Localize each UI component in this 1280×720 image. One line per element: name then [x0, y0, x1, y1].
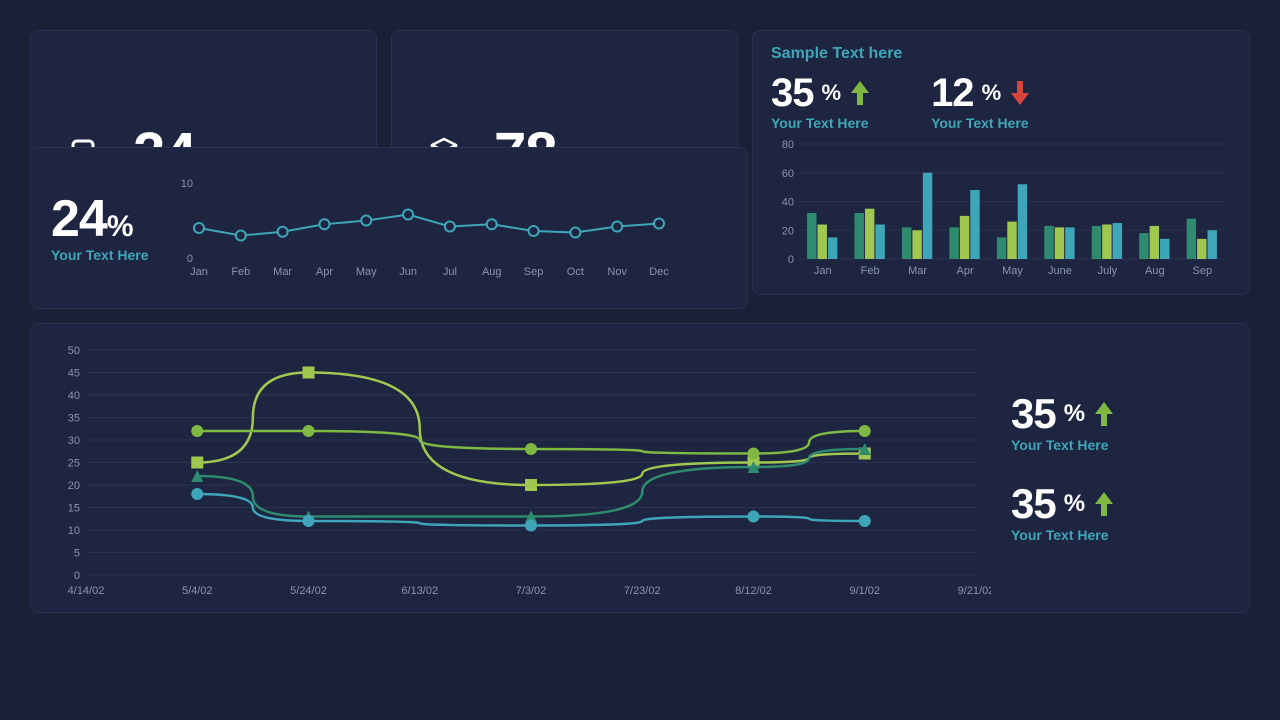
stat-down-sub: Your Text Here: [931, 115, 1031, 131]
svg-text:Aug: Aug: [481, 266, 501, 278]
arrow-up-icon: [849, 79, 871, 107]
arrow-down-icon: [1009, 79, 1031, 107]
svg-text:Apr: Apr: [956, 265, 973, 277]
bs2-sub: Your Text Here: [1011, 527, 1115, 543]
bs1-value: 35: [1011, 393, 1056, 435]
svg-text:9/21/02: 9/21/02: [958, 585, 991, 597]
svg-text:10: 10: [68, 525, 80, 537]
bs2-unit: %: [1064, 490, 1085, 518]
stat-up-sub: Your Text Here: [771, 115, 871, 131]
bottom-card: 0 5 10 15 20 25 30 35 40 45 50 4/14/02 5/4/02 5/24/02…: [30, 323, 1250, 613]
stat-up-unit: %: [822, 80, 842, 106]
svg-text:0: 0: [788, 254, 794, 266]
svg-text:Nov: Nov: [607, 266, 627, 278]
svg-text:Sep: Sep: [1192, 265, 1212, 277]
svg-text:Jul: Jul: [442, 266, 456, 278]
svg-text:40: 40: [782, 197, 794, 209]
svg-text:5/24/02: 5/24/02: [290, 585, 327, 597]
svg-text:Feb: Feb: [231, 266, 250, 278]
stat-up-value: 35: [771, 73, 814, 113]
svg-text:5: 5: [74, 548, 80, 560]
svg-text:Oct: Oct: [566, 266, 583, 278]
svg-text:Jan: Jan: [190, 266, 208, 278]
svg-text:June: June: [1048, 265, 1072, 277]
svg-text:May: May: [1002, 265, 1023, 277]
svg-text:Jan: Jan: [814, 265, 832, 277]
stat-up: 35% Your Text Here: [771, 73, 871, 131]
mid-left-card: 24% Your Text Here 0 10 Jan Feb Mar Apr May Jun…: [30, 147, 748, 309]
stat-down: 12% Your Text Here: [931, 73, 1031, 131]
mid-value: 24: [51, 190, 107, 248]
bottom-stats: 35% Your Text Here 35% Your Text Here: [1011, 340, 1125, 596]
svg-text:50: 50: [68, 345, 80, 357]
svg-text:Dec: Dec: [649, 266, 669, 278]
svg-text:Aug: Aug: [1145, 265, 1165, 277]
svg-text:May: May: [355, 266, 376, 278]
svg-text:25: 25: [68, 458, 80, 470]
svg-text:35: 35: [68, 413, 80, 425]
svg-text:Sep: Sep: [523, 266, 543, 278]
stat-down-value: 12: [931, 73, 974, 113]
svg-text:7/23/02: 7/23/02: [624, 585, 661, 597]
svg-text:30: 30: [68, 435, 80, 447]
right-panel-header: Sample Text here: [771, 45, 1231, 63]
right-stat-pair: 35% Your Text Here 12% Your Text Here: [771, 73, 1231, 131]
svg-text:80: 80: [782, 139, 794, 151]
svg-text:8/12/02: 8/12/02: [735, 585, 772, 597]
svg-text:Mar: Mar: [273, 266, 292, 278]
svg-text:July: July: [1098, 265, 1118, 277]
svg-text:Apr: Apr: [315, 266, 332, 278]
svg-text:9/1/02: 9/1/02: [849, 585, 880, 597]
arrow-up-icon: [1093, 400, 1115, 428]
svg-text:Mar: Mar: [908, 265, 927, 277]
mid-left-stat: 24% Your Text Here: [51, 193, 149, 263]
svg-text:10: 10: [180, 178, 192, 190]
stat-down-unit: %: [982, 80, 1002, 106]
svg-text:0: 0: [186, 253, 192, 265]
svg-text:15: 15: [68, 503, 80, 515]
line-chart: 0 5 10 15 20 25 30 35 40 45 50 4/14/02 5/4/02 5/24/02…: [51, 340, 991, 600]
svg-text:60: 60: [782, 168, 794, 180]
bottom-stat-1: 35% Your Text Here: [1011, 393, 1115, 453]
svg-text:0: 0: [74, 570, 80, 582]
mid-sub: Your Text Here: [51, 247, 149, 263]
right-panel: Sample Text here 35% Your Text Here 12% …: [752, 30, 1250, 295]
svg-text:6/13/02: 6/13/02: [401, 585, 438, 597]
svg-text:5/4/02: 5/4/02: [182, 585, 213, 597]
bs1-unit: %: [1064, 400, 1085, 428]
arrow-up-icon: [1093, 490, 1115, 518]
svg-text:Feb: Feb: [861, 265, 880, 277]
sparkline-chart: 0 10 Jan Feb Mar Apr May Jun Jul Aug Sep Oct Nov Dec: [169, 173, 669, 283]
svg-text:20: 20: [782, 225, 794, 237]
svg-text:7/3/02: 7/3/02: [516, 585, 547, 597]
svg-text:40: 40: [68, 390, 80, 402]
svg-text:Jun: Jun: [399, 266, 417, 278]
bs2-value: 35: [1011, 483, 1056, 525]
svg-text:20: 20: [68, 480, 80, 492]
bottom-stat-2: 35% Your Text Here: [1011, 483, 1115, 543]
bar-chart: 0 20 40 60 80 Jan Feb Mar Apr May June July Aug Sep: [771, 139, 1231, 279]
svg-text:45: 45: [68, 368, 80, 380]
mid-unit: %: [107, 210, 134, 243]
svg-text:4/14/02: 4/14/02: [68, 585, 105, 597]
bs1-sub: Your Text Here: [1011, 437, 1115, 453]
